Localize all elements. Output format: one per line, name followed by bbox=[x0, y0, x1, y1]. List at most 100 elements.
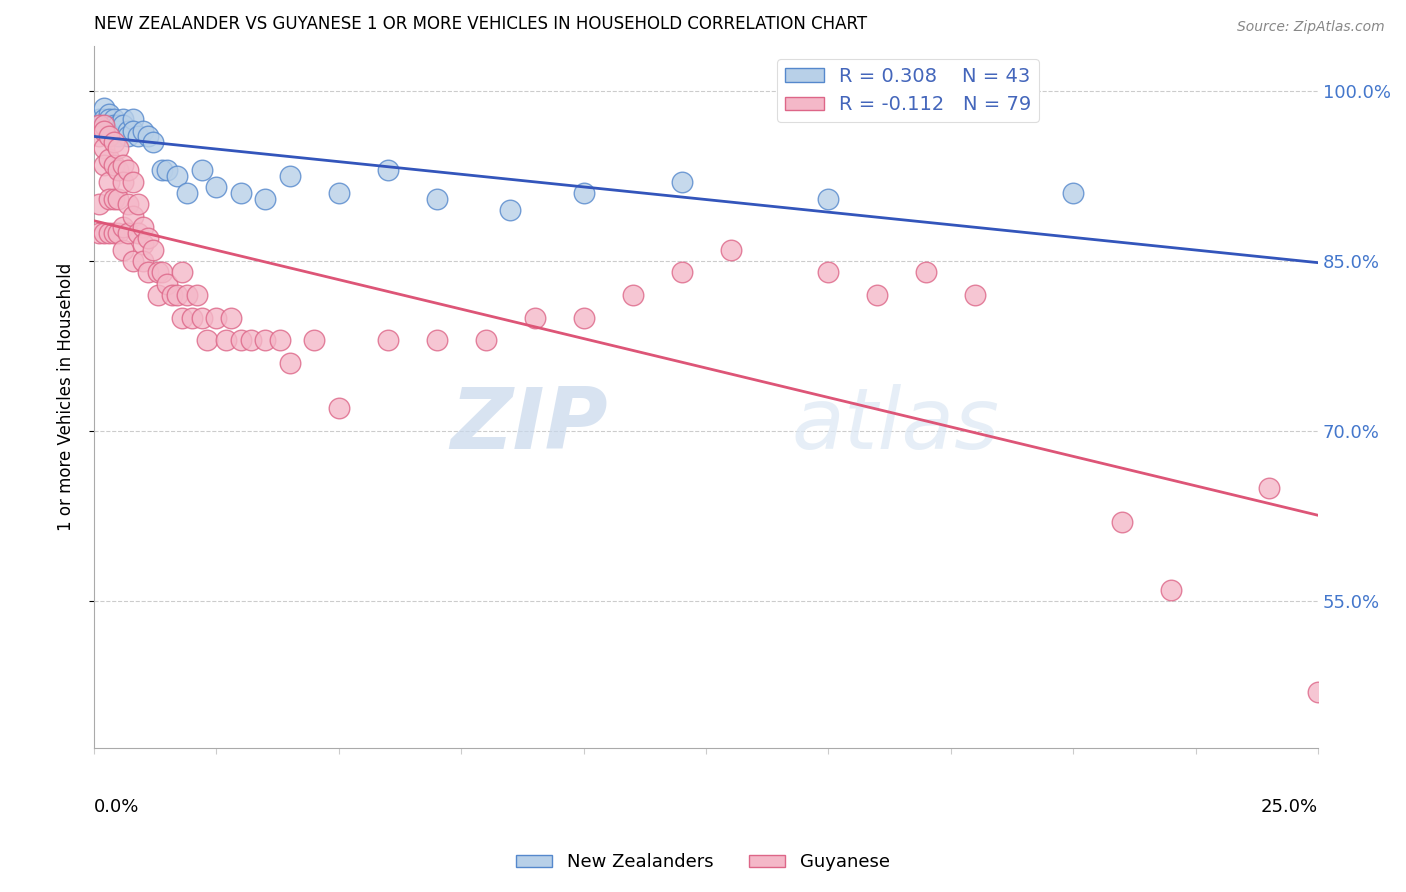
Point bbox=[195, 334, 218, 348]
Point bbox=[190, 310, 212, 325]
Point bbox=[103, 135, 125, 149]
Point bbox=[103, 158, 125, 172]
Point bbox=[132, 254, 155, 268]
Point bbox=[93, 101, 115, 115]
Point bbox=[269, 334, 291, 348]
Point bbox=[112, 158, 135, 172]
Point bbox=[97, 226, 120, 240]
Point bbox=[817, 192, 839, 206]
Point bbox=[426, 334, 449, 348]
Point bbox=[499, 202, 522, 217]
Point bbox=[93, 118, 115, 132]
Point bbox=[107, 129, 129, 144]
Point bbox=[117, 226, 139, 240]
Point bbox=[93, 124, 115, 138]
Text: atlas: atlas bbox=[792, 384, 1000, 467]
Point bbox=[107, 118, 129, 132]
Point bbox=[103, 226, 125, 240]
Point bbox=[136, 231, 159, 245]
Point bbox=[107, 192, 129, 206]
Point bbox=[915, 265, 938, 279]
Point bbox=[127, 197, 149, 211]
Point bbox=[170, 265, 193, 279]
Point bbox=[132, 220, 155, 235]
Point bbox=[87, 129, 110, 144]
Legend: R = 0.308    N = 43, R = -0.112   N = 79: R = 0.308 N = 43, R = -0.112 N = 79 bbox=[778, 59, 1039, 122]
Point bbox=[205, 180, 228, 194]
Point bbox=[156, 163, 179, 178]
Point bbox=[1062, 186, 1084, 200]
Point bbox=[229, 186, 252, 200]
Text: NEW ZEALANDER VS GUYANESE 1 OR MORE VEHICLES IN HOUSEHOLD CORRELATION CHART: NEW ZEALANDER VS GUYANESE 1 OR MORE VEHI… bbox=[94, 15, 868, 33]
Point bbox=[1258, 481, 1281, 495]
Point bbox=[1160, 582, 1182, 597]
Point bbox=[180, 310, 202, 325]
Point bbox=[1111, 515, 1133, 529]
Point bbox=[170, 310, 193, 325]
Point bbox=[229, 334, 252, 348]
Point bbox=[93, 226, 115, 240]
Point bbox=[87, 226, 110, 240]
Point bbox=[278, 169, 301, 183]
Point bbox=[93, 118, 115, 132]
Point bbox=[127, 129, 149, 144]
Point bbox=[97, 118, 120, 132]
Point bbox=[107, 226, 129, 240]
Point bbox=[112, 220, 135, 235]
Point bbox=[304, 334, 326, 348]
Point bbox=[97, 124, 120, 138]
Point bbox=[117, 163, 139, 178]
Point bbox=[254, 334, 277, 348]
Point bbox=[97, 175, 120, 189]
Point bbox=[117, 124, 139, 138]
Point bbox=[97, 129, 120, 144]
Point bbox=[122, 175, 145, 189]
Legend: New Zealanders, Guyanese: New Zealanders, Guyanese bbox=[509, 847, 897, 879]
Point bbox=[93, 141, 115, 155]
Point bbox=[132, 237, 155, 252]
Point bbox=[122, 209, 145, 223]
Point bbox=[146, 288, 169, 302]
Point bbox=[621, 288, 644, 302]
Point bbox=[117, 129, 139, 144]
Point bbox=[474, 334, 496, 348]
Text: 0.0%: 0.0% bbox=[94, 797, 139, 815]
Point bbox=[107, 141, 129, 155]
Point bbox=[103, 118, 125, 132]
Point bbox=[152, 163, 174, 178]
Point bbox=[122, 112, 145, 127]
Point bbox=[671, 175, 693, 189]
Point bbox=[93, 112, 115, 127]
Point bbox=[107, 124, 129, 138]
Point bbox=[97, 192, 120, 206]
Point bbox=[103, 192, 125, 206]
Point bbox=[426, 192, 449, 206]
Point bbox=[205, 310, 228, 325]
Point bbox=[93, 124, 115, 138]
Point bbox=[166, 169, 188, 183]
Point bbox=[152, 265, 174, 279]
Text: ZIP: ZIP bbox=[450, 384, 609, 467]
Point bbox=[377, 163, 399, 178]
Point bbox=[176, 288, 198, 302]
Point bbox=[572, 310, 595, 325]
Point bbox=[122, 124, 145, 138]
Point bbox=[523, 310, 546, 325]
Point bbox=[239, 334, 262, 348]
Point bbox=[671, 265, 693, 279]
Text: 25.0%: 25.0% bbox=[1261, 797, 1319, 815]
Point bbox=[136, 265, 159, 279]
Point bbox=[328, 401, 350, 416]
Point bbox=[156, 277, 179, 291]
Point bbox=[965, 288, 987, 302]
Point bbox=[112, 118, 135, 132]
Point bbox=[87, 118, 110, 132]
Point bbox=[572, 186, 595, 200]
Y-axis label: 1 or more Vehicles in Household: 1 or more Vehicles in Household bbox=[58, 263, 75, 532]
Point bbox=[186, 288, 208, 302]
Point bbox=[93, 158, 115, 172]
Point bbox=[146, 265, 169, 279]
Point bbox=[219, 310, 242, 325]
Point bbox=[1308, 685, 1330, 699]
Point bbox=[87, 118, 110, 132]
